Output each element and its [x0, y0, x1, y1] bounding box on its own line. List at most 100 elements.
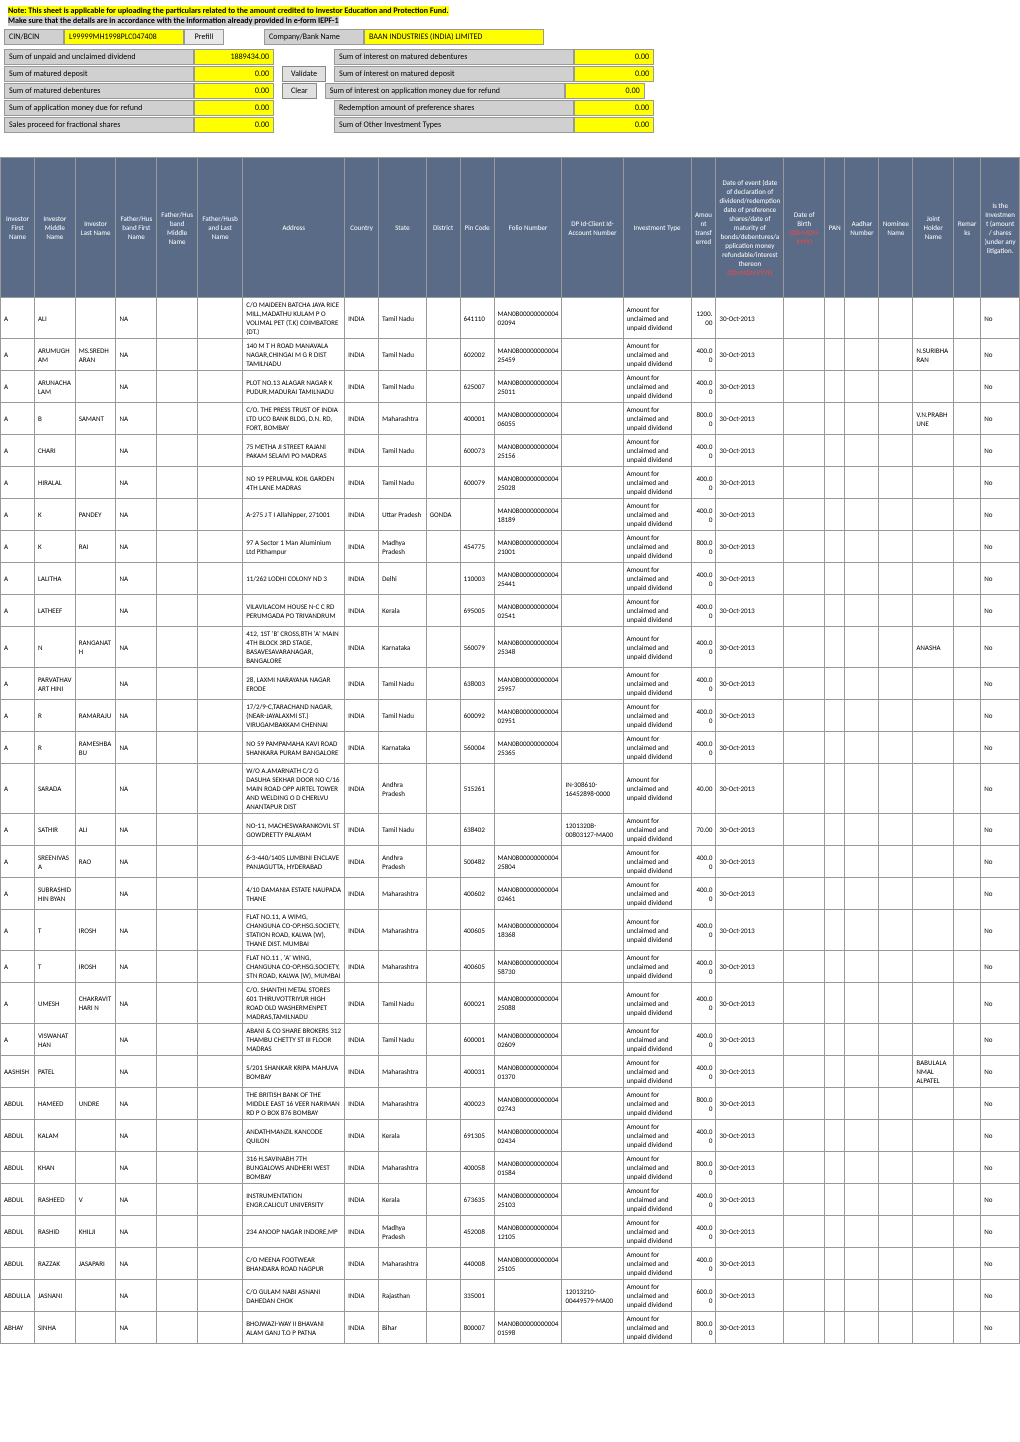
table-row[interactable]: ABDULKALAMNAANDATHMANZIL KANCODE QUILONI…	[1, 1120, 1020, 1152]
table-row[interactable]: AARUNACHALAMNAPLOT NO.13 ALAGAR NAGAR K …	[1, 371, 1020, 403]
cell: 30-Oct-2013	[716, 668, 784, 700]
cell: Tamil Nadu	[379, 467, 427, 499]
cell	[562, 1184, 623, 1216]
cell: A	[1, 435, 35, 467]
table-row[interactable]: APARVATHAVART HININA28, LAXMI NARAYANA N…	[1, 668, 1020, 700]
cell	[75, 435, 116, 467]
cell: FLAT NO.11 , 'A' WING, CHANGUNA CO-OP.HS…	[243, 951, 345, 983]
table-row[interactable]: ASREENIVASARAONA6-3-440/1405 LUMBINI ENC…	[1, 846, 1020, 878]
cin-value[interactable]: L99999MH1998PLC047408	[64, 29, 184, 45]
table-row[interactable]: AVISWANATHANNAABANI & CO SHARE BROKERS 3…	[1, 1024, 1020, 1056]
company-value[interactable]: BAAN INDUSTRIES (INDIA) LIMITED	[364, 29, 544, 45]
sum-value-left[interactable]: 1889434.00	[194, 49, 274, 65]
cell: NA	[116, 1088, 157, 1120]
cell: PLOT NO.13 ALAGAR NAGAR K PUDUR,MADURAI …	[243, 371, 345, 403]
cell	[845, 403, 879, 435]
cell	[426, 467, 460, 499]
cell: A	[1, 878, 35, 910]
table-row[interactable]: AKRAINA97 A Sector 1 Man Aluminium Ltd P…	[1, 531, 1020, 563]
cell: LATHEEF	[34, 595, 75, 627]
cell: 600092	[460, 700, 494, 732]
table-row[interactable]: AUMESHCHAKRAVITHARI NNAC/O. SHANTHI META…	[1, 983, 1020, 1024]
cell	[825, 1248, 845, 1280]
sum-value-right[interactable]: 0.00	[574, 117, 654, 133]
cell	[426, 1120, 460, 1152]
sum-value-left[interactable]: 0.00	[194, 100, 274, 116]
cell: 335001	[460, 1280, 494, 1312]
table-row[interactable]: AALINAC/O MAIDEEN BATCHA JAYA RICE MILL,…	[1, 298, 1020, 339]
cell: ANASHA	[913, 627, 954, 668]
prefill-button[interactable]: Prefill	[184, 29, 224, 45]
cell: C/O. SHANTHI METAL STORES 601 THIRUVOTTR…	[243, 983, 345, 1024]
cell: INDIA	[345, 531, 379, 563]
cell	[426, 1088, 460, 1120]
cell: 695005	[460, 595, 494, 627]
cell: INSTRUMENTATION ENGR.CALICUT UNIVERSITY	[243, 1184, 345, 1216]
clear-button[interactable]: Clear	[282, 83, 317, 99]
cell	[562, 1248, 623, 1280]
sum-value-right[interactable]: 0.00	[574, 66, 654, 82]
table-row[interactable]: ABSAMANTNAC/O. THE PRESS TRUST OF INDIA …	[1, 403, 1020, 435]
cell: 600.00	[691, 1280, 716, 1312]
table-row[interactable]: ARRAMARAJUNA17/2/9-C,TARACHAND NAGAR, (N…	[1, 700, 1020, 732]
sum-value-left[interactable]: 0.00	[194, 66, 274, 82]
table-row[interactable]: ALATHEEFNAVILAVILACOM HOUSE N-C C RD PER…	[1, 595, 1020, 627]
table-row[interactable]: ABDULRASHIDKHILJINA234 ANOOP NAGAR INDOR…	[1, 1216, 1020, 1248]
table-row[interactable]: ANRANGANATHNA412, 1ST 'B' CROSS,8TH 'A' …	[1, 627, 1020, 668]
cell	[954, 668, 981, 700]
table-row[interactable]: ABDULRASHEEDVNAINSTRUMENTATION ENGR.CALI…	[1, 1184, 1020, 1216]
table-row[interactable]: ABDULLAJASNANINAC/O GULAM NABI ASNANI DA…	[1, 1280, 1020, 1312]
cell	[954, 846, 981, 878]
col-header: Pin Code	[460, 158, 494, 298]
table-row[interactable]: AASHISHPATELNAS/201 SHANKAR KRIPA MAHUVA…	[1, 1056, 1020, 1088]
cell: 600021	[460, 983, 494, 1024]
cell: NA	[116, 403, 157, 435]
cell: N.SURIBHARAN	[913, 339, 954, 371]
cell: Bihar	[379, 1312, 427, 1344]
cell: 30-Oct-2013	[716, 339, 784, 371]
table-row[interactable]: ABDULHAMEEDUNDRENATHE BRITISH BANK OF TH…	[1, 1088, 1020, 1120]
table-row[interactable]: ATIROSHNAFLAT NO.11, A WIMG, CHANGUNA CO…	[1, 910, 1020, 951]
table-row[interactable]: ARRAMESHBABUNANO 59 PAMPAMAHA KAVI ROAD …	[1, 732, 1020, 764]
cell: MAN0B00000000004 21001	[494, 531, 562, 563]
cell: Tamil Nadu	[379, 298, 427, 339]
cell	[845, 627, 879, 668]
cell	[845, 435, 879, 467]
cell: NA	[116, 595, 157, 627]
sum-value-left[interactable]: 0.00	[194, 83, 274, 99]
sum-value-right[interactable]: 0.00	[565, 83, 645, 99]
cell: 30-Oct-2013	[716, 499, 784, 531]
cell: 515261	[460, 764, 494, 814]
sum-value-right[interactable]: 0.00	[574, 49, 654, 65]
sum-value-left[interactable]: 0.00	[194, 117, 274, 133]
table-row[interactable]: AKPANDEYNAA-275 J T I Allahipper, 271001…	[1, 499, 1020, 531]
cell	[879, 878, 913, 910]
cell: NA	[116, 1280, 157, 1312]
col-header: Nominee Name	[879, 158, 913, 298]
cell	[825, 764, 845, 814]
table-row[interactable]: ALALITHANA11/262 LODHI COLONY ND 3INDIAD…	[1, 563, 1020, 595]
cell: R	[34, 732, 75, 764]
cell	[825, 846, 845, 878]
cell: RAMESHBABU	[75, 732, 116, 764]
table-row[interactable]: AARUMUGHAMMS.SREDHARANNA140 M T H ROAD M…	[1, 339, 1020, 371]
sum-value-right[interactable]: 0.00	[574, 100, 654, 116]
cell	[845, 951, 879, 983]
table-row[interactable]: ABDULRAZZAKJASAPARINAC/O MEENA FOOTWEAR …	[1, 1248, 1020, 1280]
cell	[157, 878, 198, 910]
table-row[interactable]: ABDULKHANNA316 H.SAVINABH 7TH BUNGALOWS …	[1, 1152, 1020, 1184]
cell: INDIA	[345, 910, 379, 951]
cell: LALITHA	[34, 563, 75, 595]
cell	[75, 1312, 116, 1344]
table-row[interactable]: ATIROSHNAFLAT NO.11 , 'A' WING, CHANGUNA…	[1, 951, 1020, 983]
table-row[interactable]: AHIRALALNANO 19 PERUMAL KOIL GARDEN 4TH …	[1, 467, 1020, 499]
cell	[784, 846, 825, 878]
table-row[interactable]: ASARADANAW/O A.AMARNATH C/2 G DASUHA SEK…	[1, 764, 1020, 814]
cell	[426, 371, 460, 403]
validate-button[interactable]: Validate	[282, 66, 326, 82]
table-row[interactable]: ASUBRASHIDHIN BYANNA4/10 DAMANIA ESTATE …	[1, 878, 1020, 910]
table-row[interactable]: ACHARINA75 METHA JI STREET RAJANI PAKAM …	[1, 435, 1020, 467]
table-row[interactable]: ASATHIRALINANO-11, MACHESWARANKOVIL ST G…	[1, 814, 1020, 846]
table-row[interactable]: ABHAYSINHANABHOJWAZI-WAY II BHAVANI ALAM…	[1, 1312, 1020, 1344]
cell	[426, 1216, 460, 1248]
